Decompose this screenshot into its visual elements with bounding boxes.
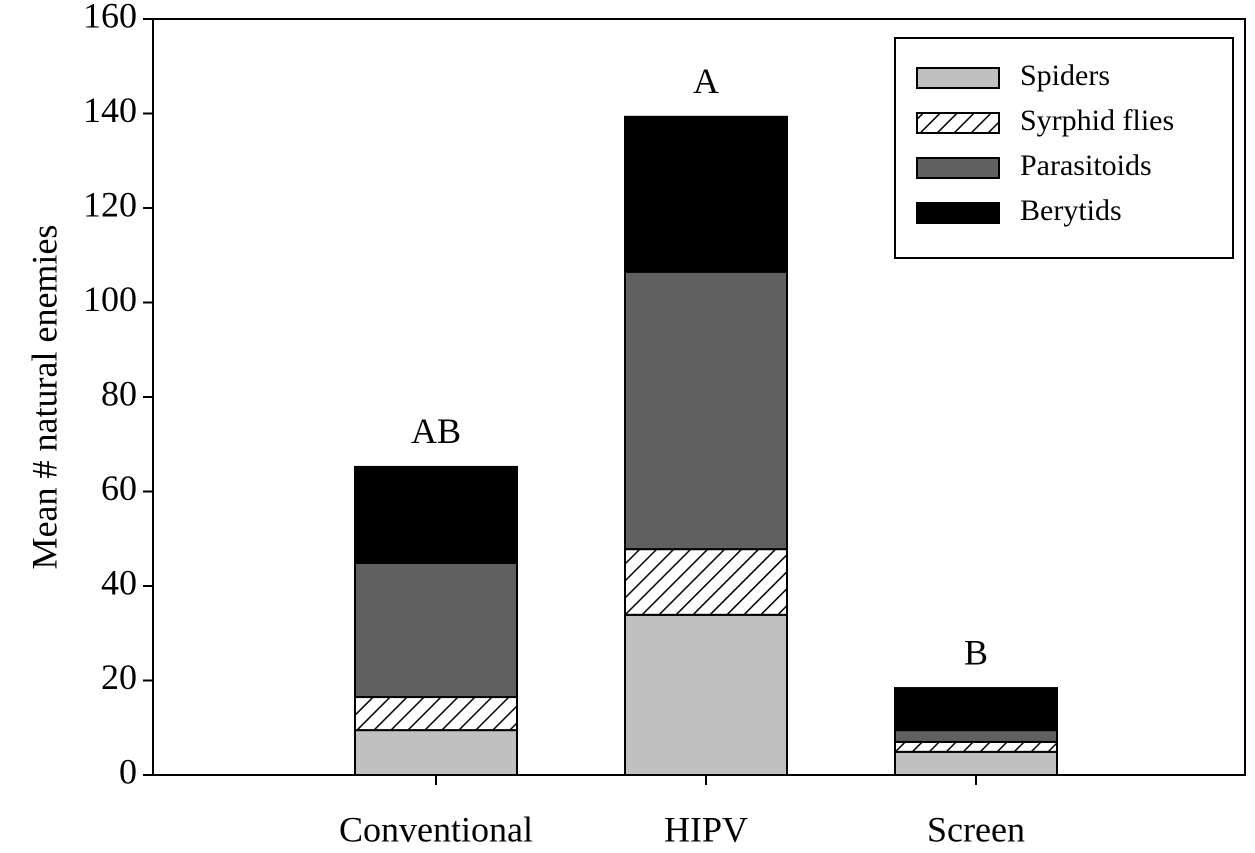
- legend-label: Spiders: [1020, 59, 1110, 92]
- y-tick-label: 20: [101, 657, 137, 697]
- legend-swatch: [916, 202, 1000, 224]
- x-tick-label: HIPV: [664, 809, 748, 849]
- bar-segment: [624, 270, 788, 551]
- legend-label: Berytids: [1020, 194, 1122, 227]
- bar-segment: [894, 729, 1058, 743]
- plot-frame: [152, 18, 1246, 776]
- y-tick-label: 80: [101, 373, 137, 413]
- x-tick-label: Screen: [927, 809, 1025, 849]
- bar-annotation: B: [964, 632, 988, 672]
- y-tick-label: 100: [83, 279, 137, 319]
- y-tick-label: 160: [83, 0, 137, 35]
- x-tick-label: Conventional: [339, 809, 533, 849]
- bar-segment: [894, 687, 1058, 732]
- y-tick-label: 60: [101, 468, 137, 508]
- legend-swatch: [916, 112, 1000, 134]
- y-tick-label: 40: [101, 562, 137, 602]
- bar-segment: [624, 548, 788, 616]
- bar-segment: [624, 613, 788, 777]
- legend-swatch: [916, 157, 1000, 179]
- bar-segment: [354, 561, 518, 699]
- bar-annotation: AB: [411, 411, 461, 451]
- bar-annotation: A: [693, 61, 719, 101]
- bar-segment: [354, 465, 518, 564]
- y-axis-label: Mean # natural enemies: [24, 225, 64, 570]
- bar-segment: [354, 696, 518, 732]
- legend-swatch: [916, 67, 1000, 89]
- y-tick-label: 140: [83, 90, 137, 130]
- legend-label: Parasitoids: [1020, 149, 1152, 182]
- bar-segment: [894, 740, 1058, 753]
- y-tick-label: 120: [83, 184, 137, 224]
- y-tick-label: 0: [119, 751, 137, 791]
- bar-segment: [354, 729, 518, 776]
- bar-segment: [624, 115, 788, 273]
- bar-segment: [894, 750, 1058, 776]
- legend-label: Syrphid flies: [1020, 104, 1174, 137]
